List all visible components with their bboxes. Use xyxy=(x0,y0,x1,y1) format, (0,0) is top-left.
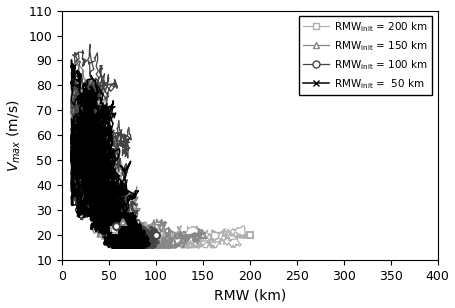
X-axis label: RMW (km): RMW (km) xyxy=(214,289,286,302)
Y-axis label: $V_{max}$ (m/s): $V_{max}$ (m/s) xyxy=(5,99,23,172)
Legend: RMW$_{\mathrm{init}}$ = 200 km, RMW$_{\mathrm{init}}$ = 150 km, RMW$_{\mathrm{in: RMW$_{\mathrm{init}}$ = 200 km, RMW$_{\m… xyxy=(299,16,432,95)
